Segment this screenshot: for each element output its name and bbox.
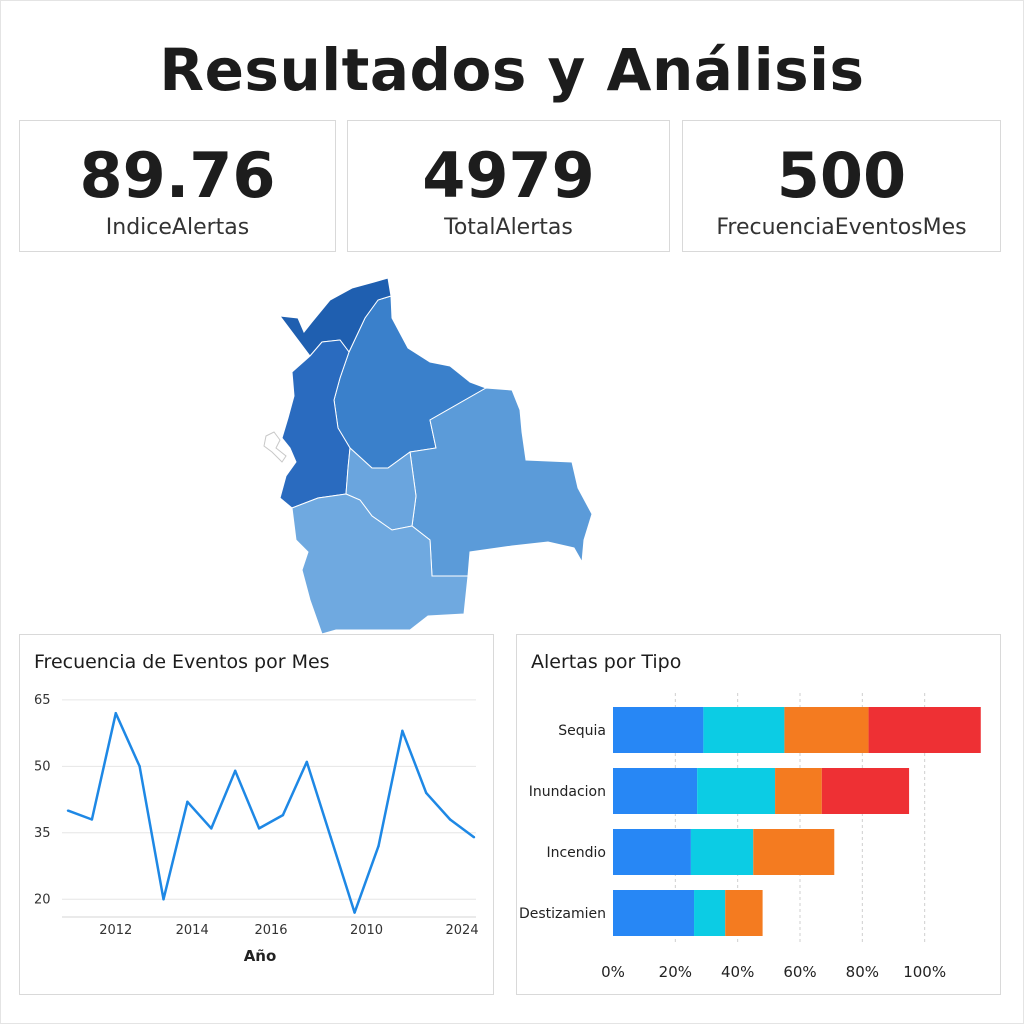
- y-tick-label: 35: [34, 826, 51, 841]
- map-region-south[interactable]: [291, 493, 469, 635]
- x-tick-label: 2014: [176, 923, 209, 938]
- line-point[interactable]: [377, 844, 380, 848]
- line-point[interactable]: [233, 769, 237, 772]
- kpi-label: IndiceAlertas: [105, 215, 250, 240]
- bar-segment[interactable]: [753, 829, 835, 875]
- line-point[interactable]: [162, 898, 165, 901]
- x-tick-label: 2010: [350, 923, 383, 938]
- line-point[interactable]: [401, 729, 404, 733]
- x-tick-label: 80%: [846, 963, 879, 981]
- bar-segment[interactable]: [613, 829, 691, 875]
- y-tick-label: 65: [34, 693, 51, 708]
- line-point[interactable]: [90, 818, 94, 821]
- x-tick-label: 2024: [446, 923, 479, 938]
- bar-segment[interactable]: [775, 768, 822, 814]
- bar-segment[interactable]: [697, 768, 776, 814]
- line-point[interactable]: [305, 760, 309, 764]
- line-point[interactable]: [138, 765, 141, 768]
- bar-segment[interactable]: [613, 707, 704, 753]
- category-label: Inundacion: [529, 784, 606, 800]
- page-title: Resultados y Análisis: [159, 36, 865, 104]
- bar-segment[interactable]: [725, 890, 763, 936]
- lake-titicaca-outline: [263, 431, 287, 463]
- line-point[interactable]: [281, 813, 285, 817]
- category-label: Destizamien: [519, 906, 606, 922]
- stacked-bar-chart[interactable]: 0% 20% 40% 60% 80% 100% Sequia Inundacion Incend…: [517, 635, 1000, 994]
- x-tick-label: 20%: [659, 963, 692, 981]
- category-label: Sequia: [558, 723, 606, 739]
- x-axis-label: Año: [244, 947, 277, 965]
- kpi-value: 89.76: [79, 139, 276, 212]
- bar-segment[interactable]: [821, 768, 910, 814]
- bar-segment[interactable]: [613, 768, 698, 814]
- line-series[interactable]: [67, 711, 475, 914]
- line-point[interactable]: [329, 836, 332, 839]
- line-point[interactable]: [257, 827, 261, 830]
- line-point[interactable]: [353, 911, 356, 914]
- line-chart-panel: Frecuencia de Eventos por Mes 20 35 50 65 20…: [19, 634, 494, 995]
- x-tick-label: 0%: [601, 963, 625, 981]
- bar-segment[interactable]: [703, 707, 785, 753]
- line-point[interactable]: [66, 809, 70, 812]
- category-label: Incendio: [546, 845, 606, 861]
- kpi-card-frecuencia-eventos-mes: 500 FrecuenciaEventosMes: [682, 120, 1001, 252]
- x-tick-label: 60%: [783, 963, 816, 981]
- kpi-card-indice-alertas: 89.76 IndiceAlertas: [19, 120, 336, 252]
- bar-chart-title: Alertas por Tipo: [531, 651, 682, 673]
- y-tick-label: 50: [34, 759, 51, 774]
- line-chart[interactable]: 20 35 50 65 2012 2014 2016 2010 2024 Año: [20, 635, 493, 994]
- choropleth-map[interactable]: [250, 268, 610, 640]
- kpi-label: TotalAlertas: [444, 215, 573, 240]
- line-point[interactable]: [448, 818, 452, 821]
- line-point[interactable]: [425, 791, 428, 795]
- x-tick-label: 100%: [903, 963, 946, 981]
- line-chart-title: Frecuencia de Eventos por Mes: [34, 651, 330, 673]
- line-point[interactable]: [210, 827, 213, 830]
- bar-segment[interactable]: [694, 890, 726, 936]
- kpi-value: 500: [776, 139, 907, 212]
- kpi-card-total-alertas: 4979 TotalAlertas: [347, 120, 670, 252]
- bar-segment[interactable]: [690, 829, 754, 875]
- x-tick-label: 2012: [99, 923, 132, 938]
- bar-segment[interactable]: [784, 707, 869, 753]
- line-point[interactable]: [186, 800, 189, 803]
- kpi-value: 4979: [422, 139, 595, 212]
- x-tick-label: 40%: [721, 963, 754, 981]
- line-point[interactable]: [472, 836, 476, 839]
- line-point[interactable]: [114, 711, 117, 715]
- map-region-east[interactable]: [409, 387, 593, 577]
- y-tick-label: 20: [34, 892, 51, 907]
- kpi-label: FrecuenciaEventosMes: [716, 215, 967, 240]
- x-tick-label: 2016: [254, 923, 287, 938]
- bar-chart-panel: Alertas por Tipo 0% 20% 40% 60% 80% 100% Sequi…: [516, 634, 1001, 995]
- bar-segment[interactable]: [613, 890, 695, 936]
- bar-segment[interactable]: [868, 707, 981, 753]
